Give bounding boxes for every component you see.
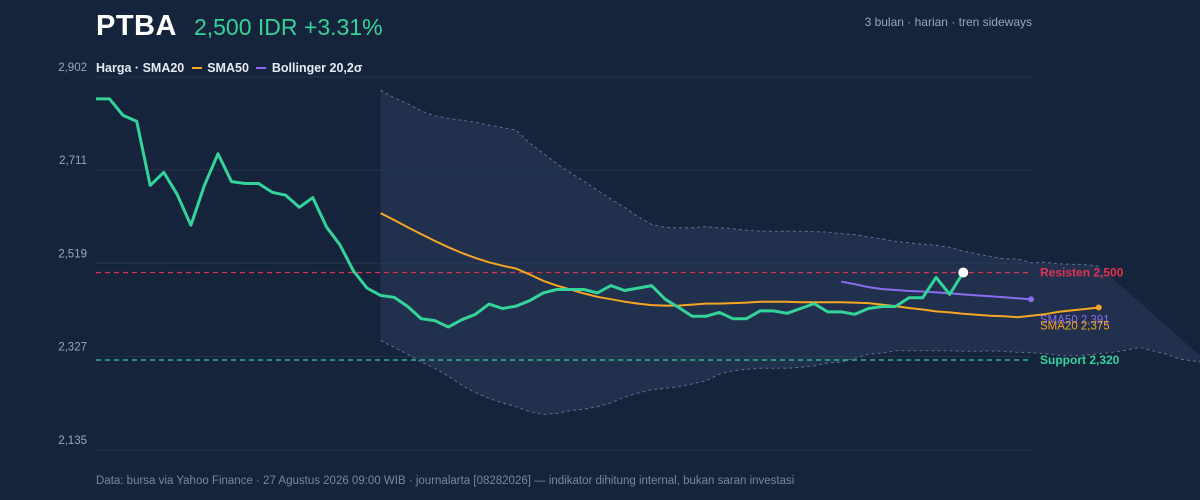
price-change: 2,500 IDR +3.31% <box>193 14 383 40</box>
price-line <box>96 97 965 329</box>
support-level-label: Support 2,320 <box>1040 353 1120 367</box>
chart-footer: Data: bursa via Yahoo Finance · 27 Agust… <box>96 475 795 487</box>
legend-bollinger: Bollinger 20,2σ <box>271 61 363 75</box>
legend-sma50-swatch <box>256 66 267 69</box>
y-tick-label: 2,327 <box>58 342 87 354</box>
bollinger-upper-line <box>380 89 1099 267</box>
sma20-end-dot <box>1095 304 1102 311</box>
legend-sma20: SMA20 <box>142 61 185 75</box>
y-tick-label: 2,711 <box>59 155 87 167</box>
chart-context: 3 bulan · harian · tren sideways <box>864 15 1032 29</box>
y-tick-label: 2,135 <box>58 435 87 447</box>
chart-legend: Harga · SMA20 SMA50 Bollinger 20,2σ <box>96 61 362 75</box>
ticker-symbol: PTBA <box>96 10 177 42</box>
y-tick-label: 2,902 <box>58 62 87 74</box>
sma20-end-label: SMA20 2,375 <box>1040 320 1110 332</box>
legend-sma50: SMA50 <box>207 61 249 75</box>
resisten-level-label: Resisten 2,500 <box>1040 265 1124 279</box>
sma50-end-label: SMA50 2,391 <box>1040 315 1110 327</box>
sma50-end-dot <box>1028 296 1034 303</box>
legend-sma20-swatch <box>191 66 202 69</box>
bollinger-lower-line <box>380 340 1200 416</box>
sma20-line <box>380 212 1099 319</box>
bollinger-band-fill <box>380 90 1200 415</box>
legend-separator: · <box>134 61 143 75</box>
y-tick-label: 2,519 <box>58 248 87 260</box>
last-price-dot <box>958 267 969 278</box>
chart-header: PTBA 2,500 IDR +3.31% <box>96 10 383 43</box>
sma50-line <box>841 280 1032 301</box>
legend-price: Harga <box>96 61 132 75</box>
